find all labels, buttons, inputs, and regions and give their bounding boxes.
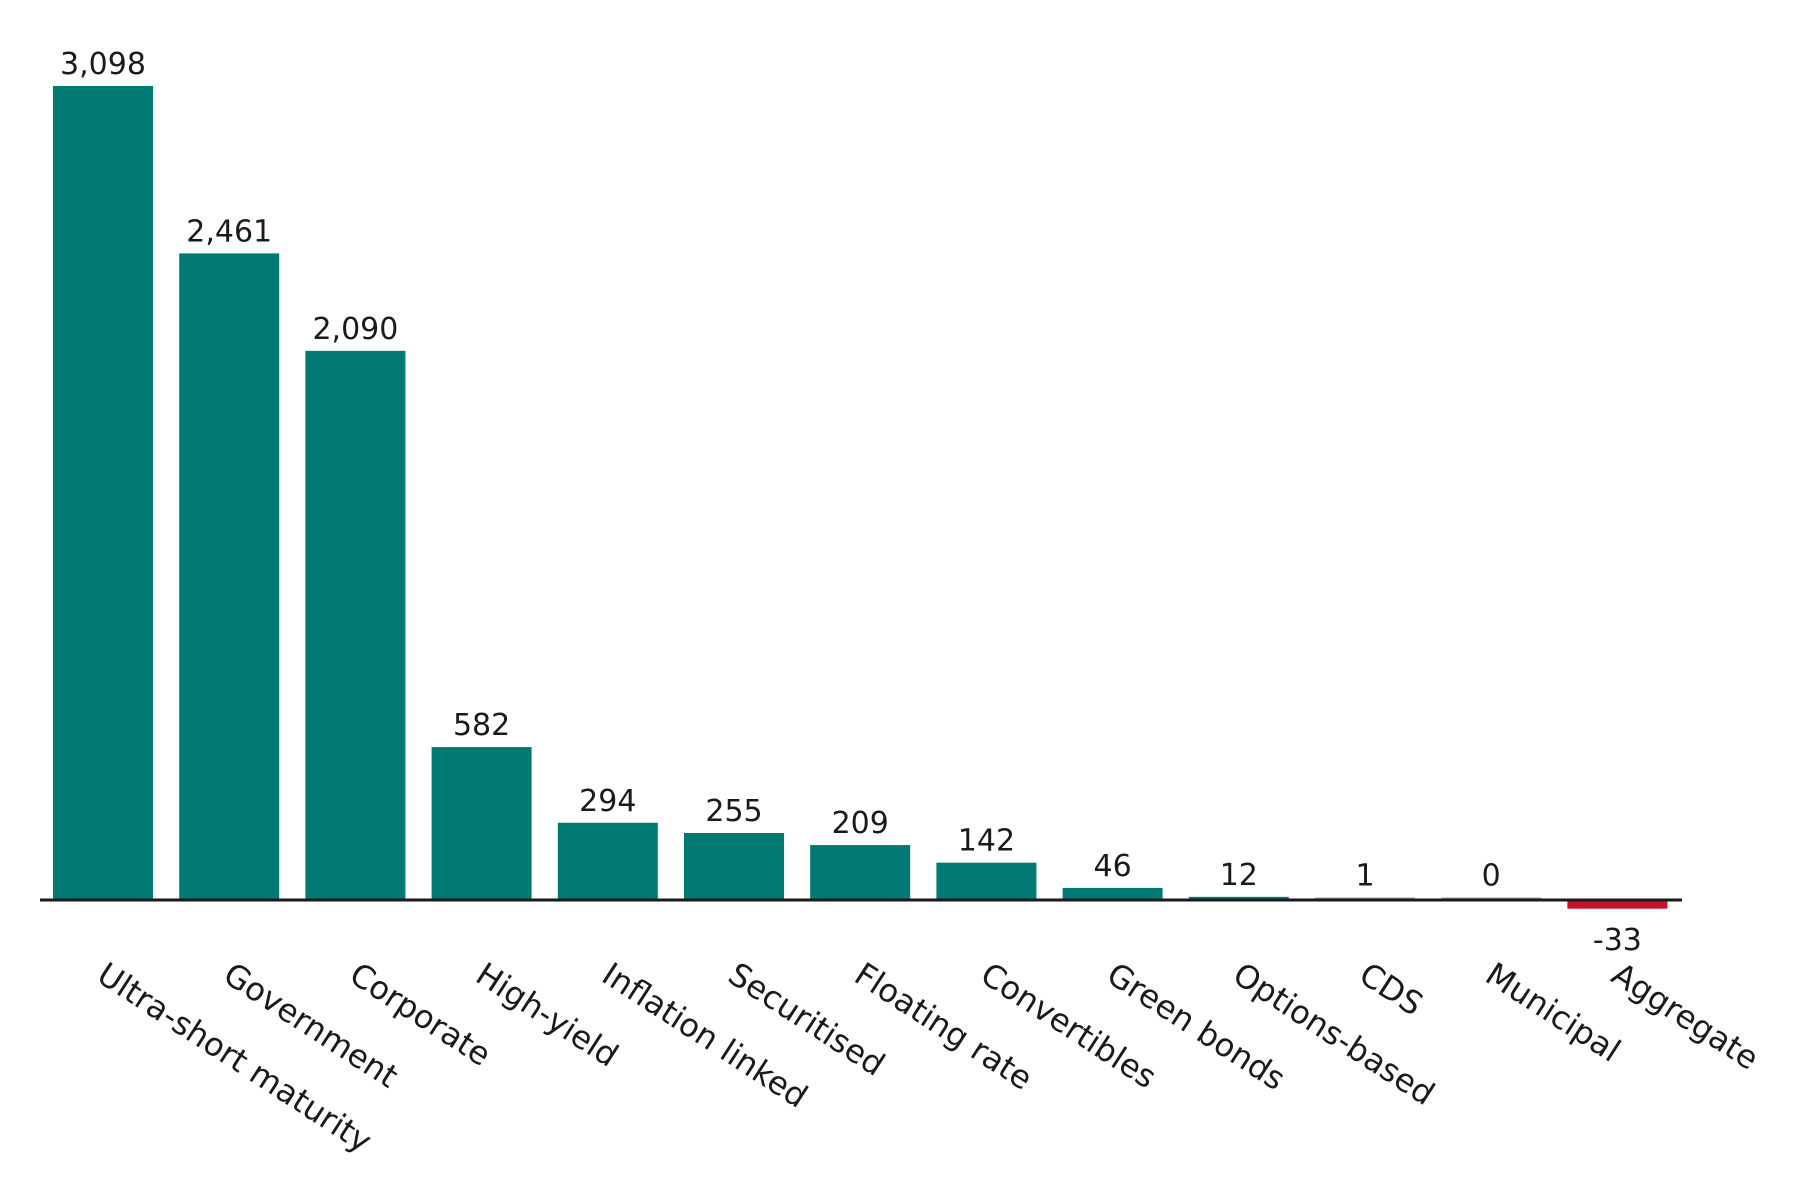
value-labels-group: 3,098 2,461 2,090 582 294 255 209 142 46 12 1 0 -33 — [60, 47, 1642, 958]
value-label: 209 — [832, 806, 889, 841]
value-label: 12 — [1220, 858, 1258, 893]
bar-corporate — [305, 350, 406, 900]
bar-securitised — [684, 832, 784, 900]
bar-inflation-linked — [557, 822, 658, 900]
category-label: Inflation linked — [595, 955, 814, 1116]
value-label: 2,461 — [186, 214, 272, 249]
bar-aggregate — [1567, 900, 1668, 909]
category-label: CDS — [1353, 955, 1430, 1024]
value-label: 255 — [705, 794, 762, 829]
bar-high-yield — [431, 747, 532, 900]
category-labels-group: Ultra-short maturityGovernmentCorporateH… — [91, 955, 1766, 1160]
category-label: High-yield — [469, 955, 625, 1075]
value-label: 46 — [1094, 849, 1132, 884]
value-label: 2,090 — [312, 312, 398, 347]
bar-ultra-short-maturity — [53, 86, 153, 900]
bar-floating-rate — [810, 845, 911, 900]
category-label: Municipal — [1479, 955, 1627, 1070]
value-label: -33 — [1593, 923, 1642, 958]
bar-options-based — [1188, 896, 1289, 900]
bar-government — [179, 253, 280, 901]
bars-group — [53, 86, 1668, 909]
bar-green-bonds — [1062, 887, 1163, 900]
value-label: 0 — [1482, 859, 1501, 894]
category-label: Aggregate — [1605, 955, 1766, 1078]
value-label: 1 — [1355, 859, 1374, 894]
value-label: 582 — [453, 708, 510, 743]
value-label: 294 — [579, 784, 636, 819]
value-label: 3,098 — [60, 47, 146, 82]
value-label: 142 — [958, 824, 1015, 859]
bar-convertibles — [936, 862, 1037, 900]
